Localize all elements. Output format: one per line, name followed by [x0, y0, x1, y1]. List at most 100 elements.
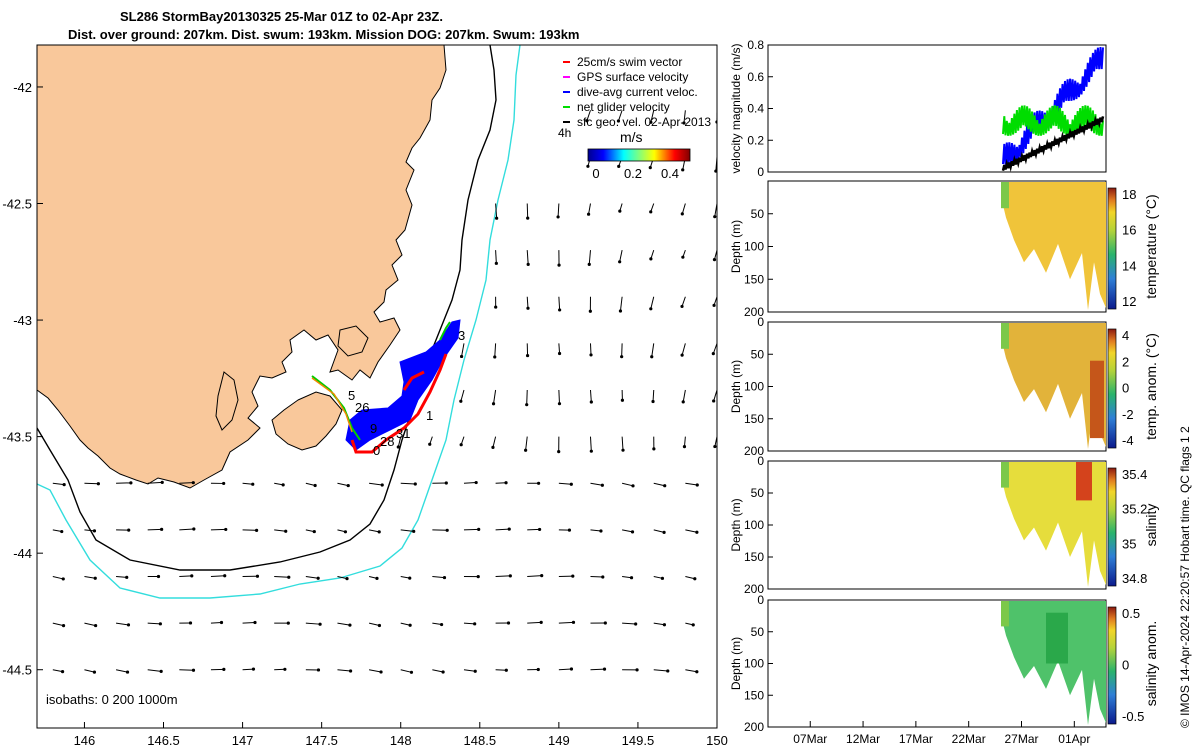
- velocity-arrow: [147, 481, 163, 484]
- velocity-arrow-head: [286, 621, 290, 625]
- velocity-arrow-head: [666, 669, 670, 673]
- velocity-arrow: [558, 389, 560, 404]
- velocity-arrow-head: [491, 445, 495, 449]
- panel-colorbar-tick-label: 0.5: [1122, 606, 1140, 621]
- panel-y-label: Depth (m): [729, 498, 743, 551]
- velocity-arrow-head: [445, 528, 449, 532]
- time-series-panels: velocity magnitude (m/s) 0 0.2 0.4 0.6 0.8 Dep…: [729, 38, 1159, 734]
- velocity-arrow-head: [377, 623, 382, 628]
- panel-y-tick-label: 150: [744, 272, 764, 286]
- velocity-arrow-head: [693, 577, 697, 581]
- velocity-arrow: [494, 343, 497, 357]
- track-day-label: 3: [458, 328, 465, 343]
- velocity-arrow-head: [537, 481, 541, 485]
- velocity-arrow: [493, 389, 497, 404]
- profile-heatmap: [1001, 323, 1106, 449]
- velocity-arrow-head: [586, 164, 590, 168]
- map-y-tick-label: -44: [13, 546, 32, 561]
- tasmania-land: [37, 45, 447, 489]
- velocity-arrow: [463, 669, 476, 672]
- panel-colorbar-tick-label: 12: [1122, 294, 1136, 309]
- velocity-arrow-head: [379, 670, 383, 674]
- panel-y-tick-label: 0.2: [747, 133, 764, 147]
- velocity-arrow-head: [127, 528, 131, 532]
- velocity-arrow-head: [540, 574, 544, 578]
- velocity-arrow: [84, 575, 96, 579]
- map-x-tick-label: 147.5: [305, 733, 338, 748]
- velocity-arrow: [621, 436, 624, 451]
- panel-y-tick-label: 200: [744, 720, 764, 734]
- velocity-arrow-head: [557, 449, 561, 454]
- panel-y-label: Depth (m): [729, 360, 743, 413]
- velocity-arrow-head: [536, 667, 540, 672]
- velocity-arrow-head: [287, 575, 291, 579]
- velocity-arrow-head: [602, 667, 607, 671]
- velocity-arrow-head: [129, 481, 133, 485]
- velocity-arrow: [590, 668, 605, 671]
- velocity-arrow-head: [396, 445, 400, 449]
- panel-y-tick-label: 50: [751, 486, 765, 500]
- velocity-arrow: [653, 622, 665, 626]
- velocity-arrow-head: [724, 670, 727, 673]
- panel-y-tick-label: 50: [751, 207, 765, 221]
- velocity-arrow: [495, 528, 510, 531]
- velocity-arrow-head: [413, 482, 417, 486]
- velocity-arrow-head: [618, 309, 623, 313]
- panel-colorbar-tick-label: -2: [1122, 407, 1134, 422]
- panel-y-label: Depth (m): [729, 220, 743, 273]
- panel-y-tick-label: 150: [744, 412, 764, 426]
- velocity-arrow: [463, 622, 475, 625]
- velocity-arrow-head: [569, 482, 573, 486]
- colorbar-tick-label: 0.4: [661, 166, 679, 181]
- velocity-arrow: [622, 529, 633, 533]
- velocity-arrow-head: [222, 481, 226, 486]
- profile-heatmap-edge: [1001, 601, 1009, 627]
- velocity-arrow: [495, 203, 498, 219]
- velocity-arrow: [369, 482, 383, 486]
- velocity-arrow: [432, 575, 445, 579]
- panel-colorbar-tick-label: 16: [1122, 223, 1136, 238]
- velocity-arrow: [179, 575, 192, 577]
- velocity-arrow-head: [345, 576, 349, 581]
- time-tick-label: 17Mar: [899, 732, 933, 746]
- velocity-arrow-head: [589, 353, 593, 357]
- velocity-arrow: [52, 669, 63, 673]
- velocity-arrow: [716, 669, 717, 671]
- map-y-tick-label: -43: [13, 313, 32, 328]
- velocity-arrow: [527, 621, 542, 624]
- panel-y-tick-label: 200: [744, 582, 764, 596]
- map-x-tick-label: 147: [232, 733, 254, 748]
- velocity-arrow-head: [711, 352, 715, 356]
- velocity-arrow-head: [680, 304, 684, 309]
- panel-colorbar-tick-label: 4: [1122, 328, 1129, 343]
- velocity-arrow: [210, 575, 225, 577]
- velocity-arrow-head: [409, 670, 414, 674]
- velocity-arrow: [525, 436, 528, 451]
- velocity-arrow-head: [618, 209, 622, 213]
- velocity-arrow-head: [650, 355, 654, 359]
- map-x-tick-label: 148.5: [464, 733, 497, 748]
- velocity-arrow-head: [188, 621, 193, 625]
- velocity-arrow-head: [587, 262, 591, 266]
- velocity-arrow: [619, 296, 623, 312]
- velocity-arrow: [463, 482, 477, 484]
- velocity-arrow-head: [695, 530, 699, 534]
- velocity-arrow-head: [506, 621, 511, 625]
- velocity-arrow: [557, 203, 560, 217]
- velocity-arrow: [179, 528, 194, 531]
- panel-colorbar-label: temperature (°C): [1143, 194, 1159, 298]
- velocity-arrow-head: [589, 449, 593, 453]
- velocity-arrow-head: [651, 399, 655, 404]
- velocity-arrow-head: [348, 623, 352, 627]
- legend-entry: sfc geo. vel. 02-Apr-2013: [577, 115, 711, 129]
- velocity-arrow-head: [251, 482, 255, 486]
- panel-y-tick-label: 100: [744, 240, 764, 254]
- velocity-arrow-head: [459, 443, 463, 447]
- velocity-arrow-head: [316, 668, 321, 672]
- velocity-arrow: [242, 668, 254, 671]
- velocity-arrow: [368, 622, 380, 627]
- velocity-arrow: [397, 436, 402, 448]
- velocity-arrow-head: [255, 528, 259, 532]
- velocity-arrow: [653, 482, 665, 487]
- map-y-tick-label: -42: [13, 80, 32, 95]
